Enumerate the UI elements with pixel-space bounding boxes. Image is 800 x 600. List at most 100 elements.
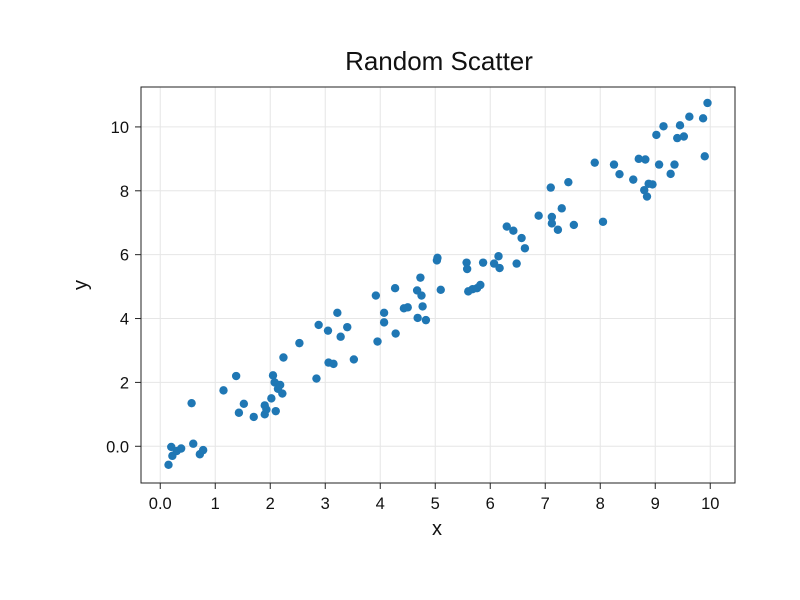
x-tick-label: 0.0 <box>149 495 172 513</box>
scatter-point <box>685 112 694 121</box>
scatter-point <box>403 303 412 312</box>
y-tick-label: 8 <box>120 183 129 201</box>
x-tick-label: 3 <box>321 495 330 513</box>
scatter-point <box>641 155 650 164</box>
axis-ticks: 0.0 1 2 3 4 5 6 7 8 9 10 0.0 2 4 6 8 10 <box>106 119 719 513</box>
scatter-point <box>670 160 679 169</box>
scatter-point <box>609 160 619 169</box>
scatter-point <box>517 233 526 243</box>
scatter-point <box>323 326 333 335</box>
scatter-point <box>629 175 638 184</box>
scatter-point <box>673 133 682 143</box>
scatter-point <box>598 217 608 226</box>
scatter-point <box>418 302 427 311</box>
scatter-point <box>164 460 173 469</box>
scatter-point <box>547 212 557 222</box>
scatter-point <box>219 386 228 395</box>
scatter-point <box>275 380 285 390</box>
scatter-point <box>462 258 471 267</box>
scatter-point <box>494 252 503 261</box>
scatter-point <box>295 338 304 348</box>
scatter-point <box>349 355 359 364</box>
scatter-point <box>679 132 689 141</box>
scatter-point <box>373 337 382 346</box>
scatter-point <box>520 244 530 253</box>
scatter-point <box>546 183 555 192</box>
scatter-point <box>698 114 708 123</box>
scatter-point <box>640 185 649 195</box>
data-points <box>164 98 712 469</box>
scatter-point <box>648 180 657 189</box>
scatter-point <box>390 283 400 293</box>
scatter-point <box>417 291 426 300</box>
scatter-point <box>271 406 280 416</box>
scatter-point <box>379 308 389 317</box>
scatter-point <box>534 211 543 220</box>
grid-lines <box>141 87 735 483</box>
scatter-point <box>421 315 431 325</box>
scatter-point <box>416 273 425 282</box>
scatter-point <box>675 121 685 130</box>
scatter-point <box>478 258 488 267</box>
x-tick-label: 9 <box>651 495 660 513</box>
scatter-point <box>249 412 258 422</box>
scatter-point <box>314 320 323 330</box>
scatter-point <box>502 222 511 231</box>
scatter-point <box>198 445 208 455</box>
scatter-point <box>413 313 422 323</box>
scatter-point <box>547 219 557 228</box>
scatter-point <box>495 263 504 273</box>
scatter-point <box>590 158 599 167</box>
scatter-point <box>557 204 566 213</box>
scatter-point <box>239 399 249 408</box>
scatter-point <box>391 329 400 338</box>
scatter-point <box>634 154 643 164</box>
scatter-point <box>262 405 271 414</box>
chart-title: Random Scatter <box>345 46 533 76</box>
x-tick-label: 6 <box>486 495 495 513</box>
x-tick-label: 4 <box>376 495 385 513</box>
scatter-point <box>187 398 196 408</box>
plot-area-frame <box>140 86 736 484</box>
x-tick-label: 10 <box>701 495 719 513</box>
scatter-point <box>267 394 276 403</box>
x-tick-label: 1 <box>211 495 220 513</box>
y-tick-label: 2 <box>120 374 129 392</box>
scatter-point <box>703 98 712 108</box>
scatter-point <box>379 318 389 327</box>
scatter-point <box>700 152 709 161</box>
scatter-point <box>642 192 652 201</box>
scatter-point <box>268 371 278 380</box>
scatter-point <box>659 122 668 131</box>
scatter-point <box>569 220 579 230</box>
y-tick-label: 0.0 <box>106 438 129 456</box>
y-tick-label: 6 <box>120 247 129 265</box>
x-tick-label: 8 <box>596 495 605 513</box>
scatter-point <box>509 226 518 235</box>
x-tick-label: 2 <box>266 495 275 513</box>
scatter-point <box>176 444 186 453</box>
scatter-point <box>666 169 675 179</box>
y-tick-label: 4 <box>120 311 129 329</box>
x-tick-label: 5 <box>431 495 440 513</box>
scatter-point <box>462 264 472 274</box>
scatter-point <box>433 253 442 263</box>
scatter-point <box>336 332 345 341</box>
scatter-point <box>279 353 288 362</box>
scatter-point <box>476 280 485 290</box>
scatter-point <box>553 225 563 234</box>
scatter-point <box>652 130 661 140</box>
scatter-point <box>343 322 352 332</box>
scatter-point <box>231 371 241 381</box>
scatter-point <box>371 291 381 300</box>
scatter-point <box>436 285 445 294</box>
scatter-point <box>564 177 573 187</box>
scatter-point <box>512 259 521 268</box>
scatter-point <box>615 169 624 179</box>
scatter-point <box>278 389 287 398</box>
scatter-point <box>333 308 342 317</box>
x-axis-label: x <box>432 518 442 540</box>
scatter-point <box>329 359 338 369</box>
y-axis-label: y <box>70 280 92 290</box>
